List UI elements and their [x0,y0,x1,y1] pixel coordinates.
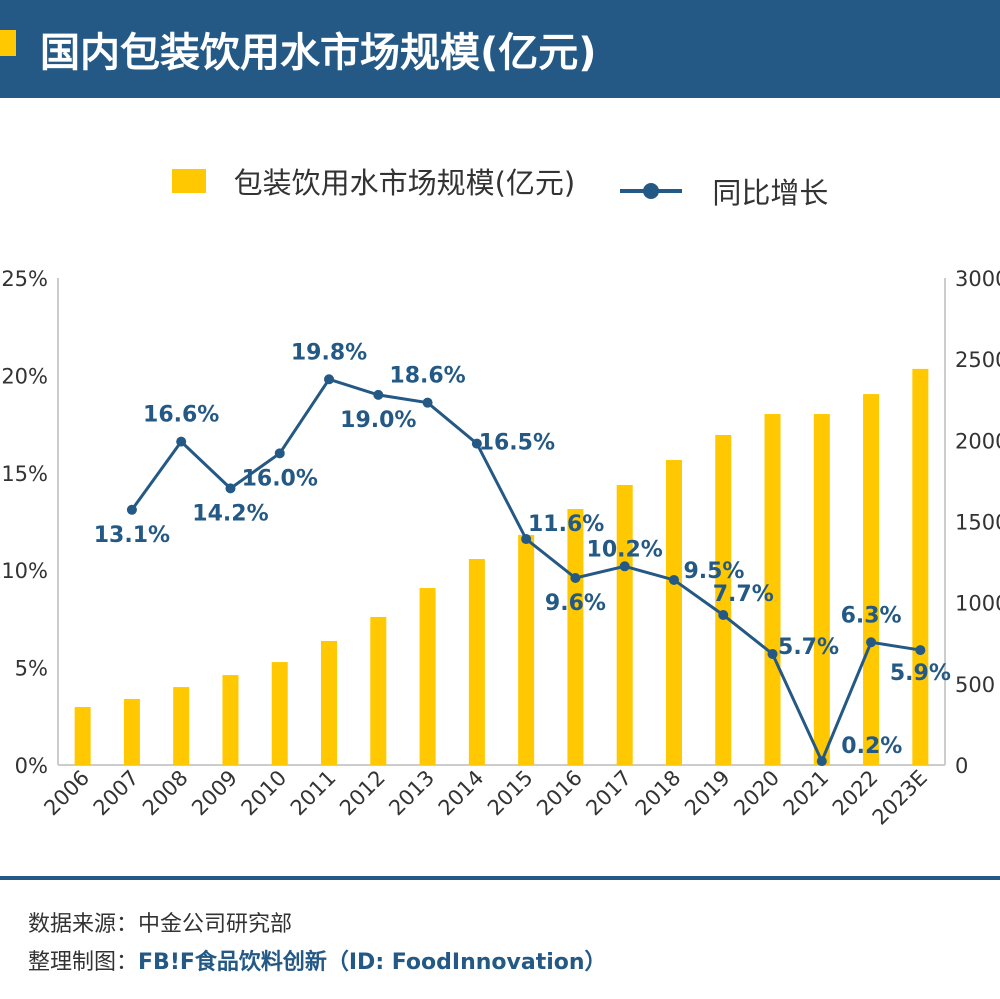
x-tick-label: 2015 [483,766,538,821]
legend-item-bar: 包装饮用水市场规模(亿元) [171,160,576,202]
growth-point [668,574,679,585]
left-tick-label: 0% [15,754,48,778]
growth-label: 6.3% [841,603,902,628]
growth-point [521,534,532,545]
legend-swatch-bar [171,169,206,193]
growth-label: 9.6% [545,591,606,616]
bar [912,368,929,765]
legend-swatch-line [620,183,683,199]
bar [567,509,584,765]
growth-label: 11.6% [528,512,604,537]
credit-prefix: 整理制图： [28,950,139,975]
growth-label: 5.9% [890,661,951,686]
bar [518,534,535,765]
growth-point [373,389,384,400]
legend-item-line: 同比增长 [620,170,828,212]
right-tick-label: 1000 [955,592,1000,616]
legend-label-line: 同比增长 [712,176,829,210]
x-tick-label: 2007 [89,766,144,821]
x-tick-label: 2012 [335,766,390,821]
brand-logo: FB!F [138,950,195,975]
bar [468,558,485,765]
bar [271,662,288,765]
right-tick-label: 500 [955,673,995,697]
x-tick-label: 2018 [631,766,686,821]
bar [222,675,239,765]
bar [74,707,91,765]
growth-label: 16.5% [479,431,555,456]
growth-point [126,504,137,515]
credit-name: 食品饮料创新（ID: FoodInnovation） [194,950,607,975]
right-tick-label: 2000 [955,429,1000,453]
bar [863,394,880,765]
growth-label: 0.2% [841,734,902,759]
bar [321,640,338,765]
growth-point [915,645,926,656]
growth-point [176,436,187,447]
x-tick-label: 2017 [581,766,636,821]
bar [665,459,682,765]
growth-point [225,483,236,494]
left-tick-label: 10% [1,559,48,583]
left-tick-label: 15% [1,462,48,486]
growth-point [471,438,482,449]
x-tick-label: 2023E [868,766,932,830]
growth-label: 16.0% [242,466,318,491]
x-tick-label: 2014 [434,766,489,821]
bar [764,414,781,765]
source-text: 数据来源：中金公司研究部 [28,912,293,937]
bar [173,687,190,765]
growth-label: 19.8% [291,340,367,365]
bar [123,698,140,765]
credit-text: 整理制图：FB!F食品饮料创新（ID: FoodInnovation） [28,944,607,976]
right-tick-label: 0 [955,754,968,778]
growth-label: 10.2% [587,537,663,562]
growth-point [816,756,827,767]
bar [715,434,732,765]
footer: 数据来源：中金公司研究部 整理制图：FB!F食品饮料创新（ID: FoodInn… [0,876,1000,975]
growth-label: 5.7% [778,635,839,660]
x-tick-label: 2010 [237,766,292,821]
legend: 包装饮用水市场规模(亿元) 同比增长 [0,160,1000,212]
growth-point [866,637,877,648]
growth-point [570,572,581,583]
growth-point [767,648,778,659]
right-tick-label: 3000 [955,267,1000,291]
header: 国内包装饮用水市场规模(亿元) [0,0,1000,98]
right-tick-label: 1500 [955,511,1000,535]
growth-label: 19.0% [340,408,416,433]
growth-point [619,561,630,572]
x-tick-label: 2009 [187,766,242,821]
bar [616,484,633,765]
growth-label: 9.5% [683,559,744,584]
growth-point [324,374,335,385]
legend-label-bar: 包装饮用水市场规模(亿元) [233,166,576,200]
page-title: 国内包装饮用水市场规模(亿元) [40,30,597,76]
x-tick-label: 2013 [384,766,439,821]
x-tick-label: 2011 [286,766,341,821]
chart: 0% 5% 10% 15% 20% 25% 0 500 1000 1500 2000 2500 3000… [1,267,1000,830]
x-tick-label: 2016 [532,766,587,821]
left-tick-label: 20% [1,364,48,388]
growth-point [718,610,729,621]
growth-point [422,397,433,408]
bar [813,414,830,765]
x-tick-label: 2021 [779,766,834,821]
header-accent [0,30,16,56]
growth-label: 14.2% [192,501,268,526]
left-tick-label: 25% [1,267,48,291]
growth-label: 18.6% [389,364,465,389]
growth-label: 13.1% [94,523,170,548]
x-tick-label: 2020 [729,766,784,821]
growth-label: 7.7% [713,582,774,607]
bar [419,588,436,765]
right-tick-label: 2500 [955,348,1000,372]
growth-point [274,448,285,459]
growth-label: 16.6% [143,403,219,428]
x-tick-label: 2019 [680,766,735,821]
x-tick-label: 2008 [138,766,193,821]
left-tick-label: 5% [15,657,48,681]
bar [370,616,387,765]
